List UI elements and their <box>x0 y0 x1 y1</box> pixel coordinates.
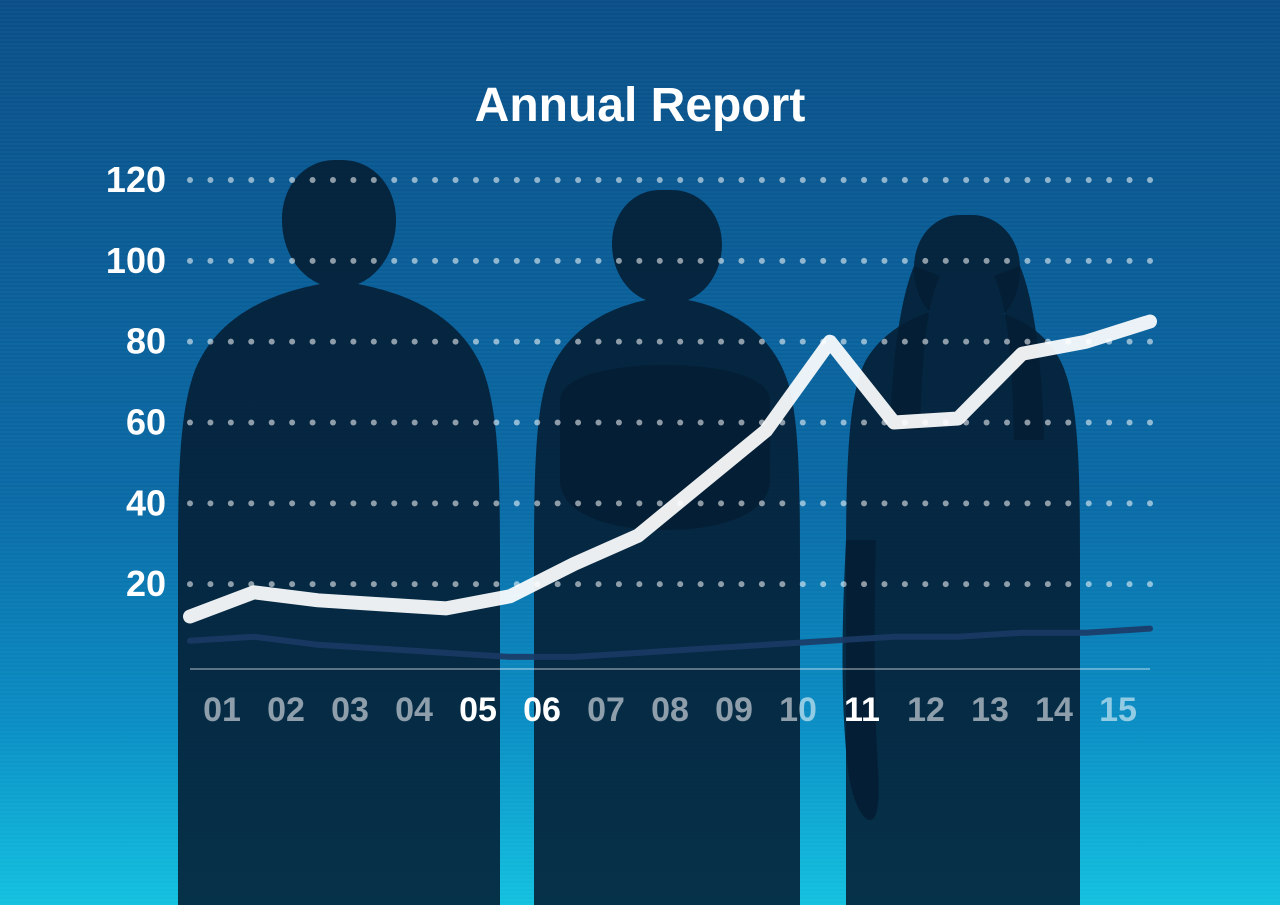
x-tick-label: 06 <box>523 691 561 729</box>
x-tick-label: 14 <box>1035 691 1073 729</box>
grid <box>187 177 1153 587</box>
y-tick-label: 40 <box>126 482 166 523</box>
line-chart: 20 40 60 80 100 120 01 02 03 04 05 06 07 08 09 10 11 12 13… <box>0 0 1280 905</box>
y-tick-label: 20 <box>126 563 166 604</box>
y-tick-label: 60 <box>126 402 166 443</box>
y-tick-label: 80 <box>126 321 166 362</box>
x-tick-label: 10 <box>779 691 817 729</box>
series-main <box>190 322 1150 617</box>
y-tick-label: 100 <box>106 240 166 281</box>
x-tick-label: 03 <box>331 691 369 729</box>
series-secondary <box>190 629 1150 657</box>
x-tick-label: 08 <box>651 691 689 729</box>
x-tick-label: 01 <box>203 691 241 729</box>
x-tick-label: 11 <box>844 691 880 729</box>
x-axis-labels: 01 02 03 04 05 06 07 08 09 10 11 12 13 14 15 <box>203 691 1137 729</box>
y-axis-labels: 20 40 60 80 100 120 <box>106 159 166 604</box>
x-tick-label: 15 <box>1099 691 1137 729</box>
x-tick-label: 12 <box>907 691 945 729</box>
x-tick-label: 13 <box>971 691 1009 729</box>
x-tick-label: 07 <box>587 691 625 729</box>
annual-report-infographic: Annual Report 20406080100120010203040506… <box>0 0 1280 905</box>
y-tick-label: 120 <box>106 159 166 200</box>
x-tick-label: 02 <box>267 691 305 729</box>
x-tick-label: 04 <box>395 691 433 729</box>
x-tick-label: 09 <box>715 691 753 729</box>
x-tick-label: 05 <box>459 691 497 729</box>
